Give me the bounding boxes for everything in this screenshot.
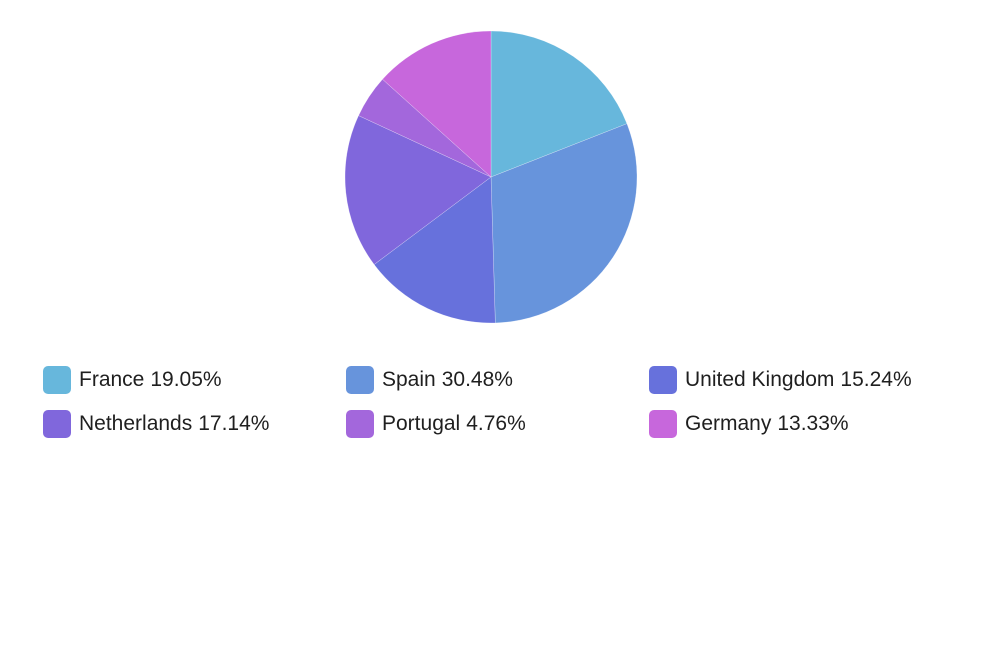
pie-slice-netherlands[interactable] (344, 115, 492, 265)
legend-label-france: France (79, 368, 145, 391)
legend-value-france: 19.05% (150, 368, 222, 391)
legend-label-netherlands: Netherlands (79, 412, 193, 435)
pie-slice-france[interactable] (490, 30, 628, 178)
legend-swatch-united-kingdom (649, 366, 677, 394)
legend-item-france[interactable]: France 19.05% (43, 363, 346, 397)
legend: France 19.05% Spain 30.48% United Kingdo… (43, 363, 963, 441)
legend-swatch-germany (649, 410, 677, 438)
legend-label-united-kingdom: United Kingdom (685, 368, 835, 391)
legend-value-germany: 13.33% (777, 412, 849, 435)
legend-label-spain: Spain (382, 368, 436, 391)
pie-slice-united-kingdom[interactable] (373, 176, 496, 324)
legend-item-united-kingdom[interactable]: United Kingdom 15.24% (649, 363, 959, 397)
pie-slice-spain[interactable] (490, 123, 638, 324)
legend-swatch-france (43, 366, 71, 394)
pie-slice-germany[interactable] (382, 30, 492, 178)
legend-item-germany[interactable]: Germany 13.33% (649, 407, 959, 441)
legend-label-germany: Germany (685, 412, 772, 435)
legend-swatch-spain (346, 366, 374, 394)
legend-label-portugal: Portugal (382, 412, 461, 435)
legend-item-portugal[interactable]: Portugal 4.76% (346, 407, 649, 441)
legend-value-netherlands: 17.14% (198, 412, 270, 435)
legend-value-portugal: 4.76% (466, 412, 526, 435)
legend-swatch-netherlands (43, 410, 71, 438)
pie-slices (344, 30, 638, 324)
legend-swatch-portugal (346, 410, 374, 438)
legend-value-spain: 30.48% (441, 368, 513, 391)
legend-item-netherlands[interactable]: Netherlands 17.14% (43, 407, 346, 441)
legend-value-united-kingdom: 15.24% (840, 368, 912, 391)
legend-item-spain[interactable]: Spain 30.48% (346, 363, 649, 397)
